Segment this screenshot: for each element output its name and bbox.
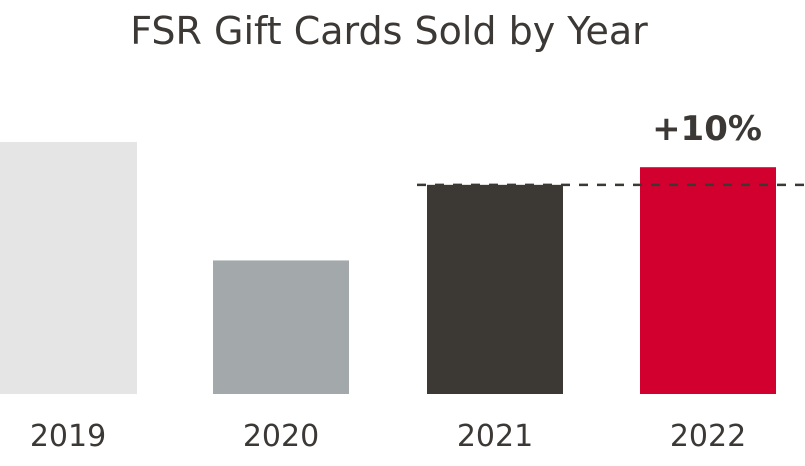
growth-annotation: +10%: [652, 109, 762, 149]
bar-2022: [640, 167, 776, 394]
x-tick-label-2022: 2022: [670, 419, 746, 454]
bar-2021: [427, 184, 563, 394]
x-tick-label-2020: 2020: [243, 419, 319, 454]
tick-labels-layer: 2019 2020 2021 2022: [30, 419, 746, 454]
bar-2020: [213, 260, 349, 394]
bar-2019: [0, 142, 137, 394]
x-tick-label-2021: 2021: [457, 419, 533, 454]
chart-title: FSR Gift Cards Sold by Year: [130, 9, 648, 53]
x-tick-label-2019: 2019: [30, 419, 106, 454]
bars-layer: [0, 142, 776, 394]
